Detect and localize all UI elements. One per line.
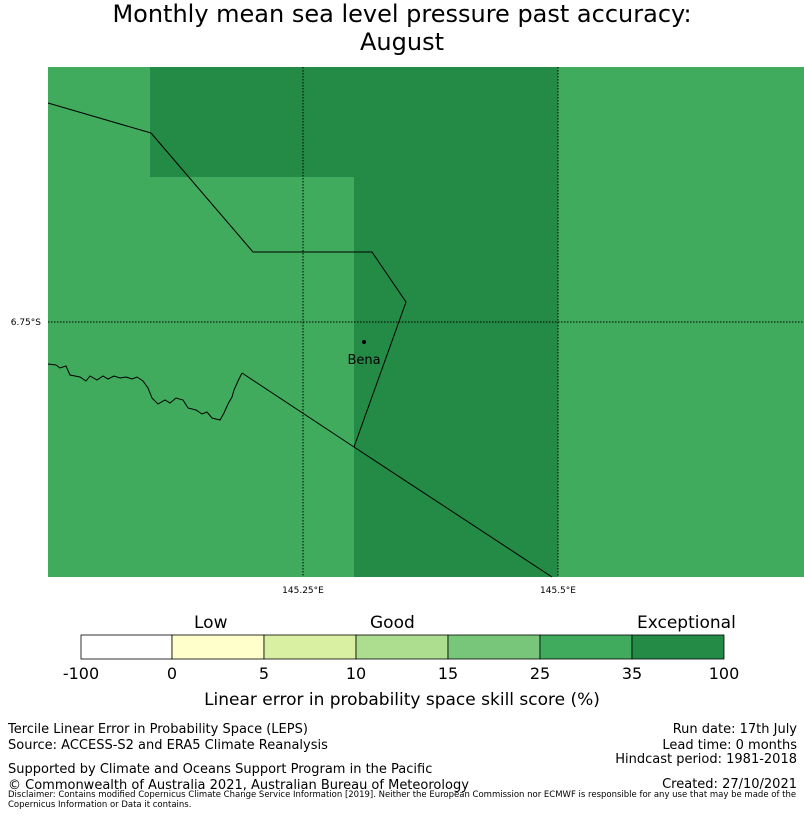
category-good: Good (370, 613, 415, 633)
colorbar-axis-label: Linear error in probability space skill … (204, 690, 600, 710)
colorbar-tick-label: 100 (708, 664, 740, 683)
colorbar-bin-7 (631, 634, 725, 660)
boundary-wiggle (47, 363, 243, 421)
footer-source: Source: ACCESS-S2 and ERA5 Climate Reana… (8, 738, 328, 753)
lat-tick-label: 6.75°S (11, 318, 42, 328)
colorbar-bin-6 (539, 634, 633, 660)
footer-created: Created: 27/10/2021 (662, 777, 797, 792)
category-low: Low (194, 613, 228, 633)
boundary-line-2 (241, 372, 553, 578)
boundary-line-1 (47, 102, 407, 448)
colorbar-tick-label: 25 (529, 664, 551, 683)
chart-title-line1: Monthly mean sea level pressure past acc… (112, 0, 692, 28)
colorbar-tick-label: 15 (437, 664, 459, 683)
location-marker (362, 340, 366, 344)
map-svg: Bena 6.75°S 145.25°E 145.5°E (11, 67, 804, 660)
footer-run-date: Run date: 17th July (672, 722, 797, 737)
grid-cell-north (150, 67, 354, 177)
footer-copyright: © Commonwealth of Australia 2021, Austra… (8, 778, 469, 793)
location-label: Bena (347, 353, 380, 368)
colorbar-bin-2 (171, 634, 265, 660)
footer-leps: Tercile Linear Error in Probability Spac… (8, 722, 308, 737)
footer-support: Supported by Climate and Oceans Support … (8, 762, 433, 777)
colorbar (80, 634, 725, 660)
colorbar-tick-label: 0 (166, 664, 178, 683)
category-exceptional: Exceptional (637, 613, 736, 633)
lon-tick-label-2: 145.5°E (540, 586, 576, 596)
colorbar-tick-label: 35 (621, 664, 643, 683)
colorbar-tick-label: 5 (258, 664, 270, 683)
footer-disclaimer: Disclaimer: Contains modified Copernicus… (8, 790, 797, 810)
colorbar-tick-label: 10 (345, 664, 367, 683)
chart-title-line2: August (360, 28, 444, 56)
colorbar-bin-4 (355, 634, 449, 660)
colorbar-bin-1 (80, 634, 173, 660)
lon-tick-label-1: 145.25°E (282, 586, 324, 596)
footer-hindcast: Hindcast period: 1981-2018 (615, 752, 797, 767)
colorbar-tick-label: -100 (62, 664, 100, 683)
footer-lead-time: Lead time: 0 months (662, 738, 797, 753)
colorbar-bin-3 (263, 634, 357, 660)
colorbar-bin-5 (447, 634, 541, 660)
